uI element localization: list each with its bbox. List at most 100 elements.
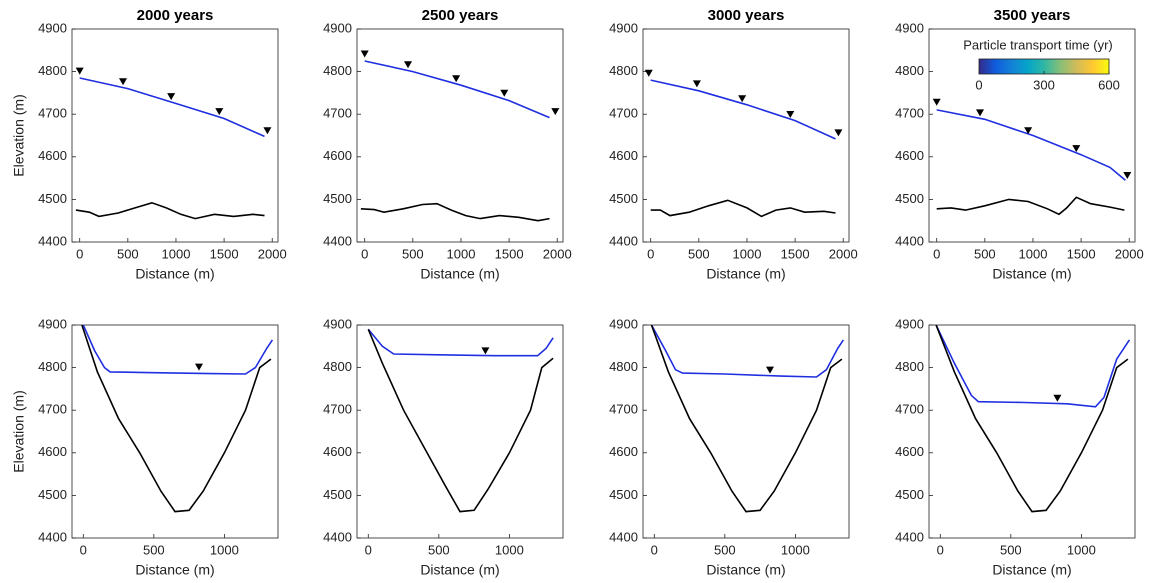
y-tick-label: 4800	[323, 359, 352, 374]
y-axis-label: Elevation (m)	[11, 94, 27, 176]
line	[79, 77, 265, 138]
marker	[215, 108, 224, 116]
axes-box	[928, 324, 1136, 539]
x-axis-label: Distance (m)	[135, 266, 214, 282]
x-tick-label: 1000	[781, 542, 810, 557]
axes-box	[71, 28, 279, 243]
plot-area	[650, 325, 845, 513]
x-tick-label: 0	[76, 246, 83, 261]
marker	[1072, 145, 1081, 153]
y-tick-label: 4500	[323, 487, 352, 502]
y-tick-label: 4900	[323, 316, 352, 331]
line	[935, 325, 1129, 513]
colorbar-title: Particle transport time (yr)	[963, 37, 1113, 52]
x-tick-label: 0	[361, 246, 368, 261]
x-tick-label: 1000	[210, 542, 239, 557]
x-tick-label: 1000	[162, 246, 191, 261]
x-axis-label: Distance (m)	[420, 266, 499, 282]
x-tick-label: 500	[714, 542, 736, 557]
marker	[167, 93, 176, 101]
y-tick-label: 4400	[609, 233, 638, 248]
y-tick-label: 4800	[609, 359, 638, 374]
y-tick-label: 4400	[323, 233, 352, 248]
marker	[834, 129, 843, 137]
panel-title: 3000 years	[708, 7, 785, 24]
y-tick-label: 4700	[323, 402, 352, 417]
x-axis-label: Distance (m)	[992, 266, 1071, 282]
panel: Distance (m) Elevation (m) 0 500 1000 4400 450…	[11, 316, 279, 578]
y-tick-label: 4700	[323, 106, 352, 121]
line	[82, 325, 274, 375]
line	[650, 325, 843, 513]
x-tick-label: 500	[428, 542, 450, 557]
plot-area	[936, 109, 1126, 216]
y-tick-label: 4600	[895, 444, 924, 459]
y-tick-label: 4900	[609, 20, 638, 35]
y-tick-label: 4400	[38, 529, 67, 544]
colorbar-tick-label: 0	[975, 77, 982, 92]
panel: 2500 years Distance (m) 0 500 1000 1500 2000 44…	[323, 7, 572, 282]
panel: 3000 years Distance (m) 0 500 1000 1500 2000 44…	[609, 7, 858, 282]
y-tick-label: 4800	[38, 359, 67, 374]
line	[75, 201, 265, 220]
line	[650, 199, 836, 218]
marker	[194, 363, 203, 371]
y-tick-label: 4400	[895, 529, 924, 544]
y-tick-label: 4700	[895, 402, 924, 417]
y-tick-label: 4900	[895, 20, 924, 35]
plot-area	[360, 60, 550, 222]
x-tick-label: 2000	[829, 246, 858, 261]
x-tick-label: 1000	[1019, 246, 1048, 261]
line	[650, 79, 836, 140]
y-tick-label: 4900	[323, 20, 352, 35]
marker	[692, 80, 701, 88]
x-tick-label: 500	[117, 246, 139, 261]
x-axis-label: Distance (m)	[706, 562, 785, 578]
marker	[738, 95, 747, 103]
x-tick-label: 1500	[1067, 246, 1096, 261]
marker	[452, 75, 461, 83]
y-tick-label: 4600	[38, 148, 67, 163]
marker	[263, 127, 272, 135]
marker	[75, 67, 84, 75]
marker	[119, 78, 128, 86]
y-tick-label: 4700	[38, 106, 67, 121]
marker	[551, 108, 560, 116]
plot-area	[935, 325, 1131, 513]
x-tick-label: 500	[402, 246, 424, 261]
x-tick-label: 0	[647, 246, 654, 261]
y-axis-label: Elevation (m)	[11, 390, 27, 472]
y-tick-label: 4700	[609, 402, 638, 417]
marker	[1123, 171, 1132, 179]
marker	[404, 61, 413, 69]
panel: 2000 years Distance (m) Elevation (m) 0 500 1…	[11, 7, 287, 282]
marker	[500, 89, 509, 97]
marker	[765, 366, 774, 374]
x-tick-label: 500	[688, 246, 710, 261]
y-tick-label: 4500	[895, 487, 924, 502]
line	[81, 325, 272, 513]
x-tick-label: 1000	[733, 246, 762, 261]
y-tick-label: 4500	[38, 487, 67, 502]
x-tick-label: 2000	[258, 246, 287, 261]
line	[935, 325, 1131, 408]
y-tick-label: 4500	[609, 487, 638, 502]
y-tick-label: 4500	[609, 191, 638, 206]
marker	[1024, 127, 1033, 135]
y-tick-label: 4700	[609, 106, 638, 121]
panel: Distance (m) 0 500 1000 4400 4500 4600 4700 4800…	[323, 316, 564, 578]
y-tick-label: 4600	[609, 444, 638, 459]
x-tick-label: 0	[933, 246, 940, 261]
colorbar-tick-label: 600	[1098, 77, 1120, 92]
x-tick-label: 1000	[495, 542, 524, 557]
x-tick-label: 0	[651, 542, 658, 557]
x-tick-label: 2000	[1115, 246, 1144, 261]
x-tick-label: 0	[80, 542, 87, 557]
x-tick-label: 500	[1000, 542, 1022, 557]
marker	[932, 98, 941, 106]
line	[936, 109, 1126, 181]
y-tick-label: 4400	[895, 233, 924, 248]
panel-title: 2500 years	[422, 7, 499, 24]
plot-area	[367, 328, 554, 513]
line	[364, 60, 550, 119]
